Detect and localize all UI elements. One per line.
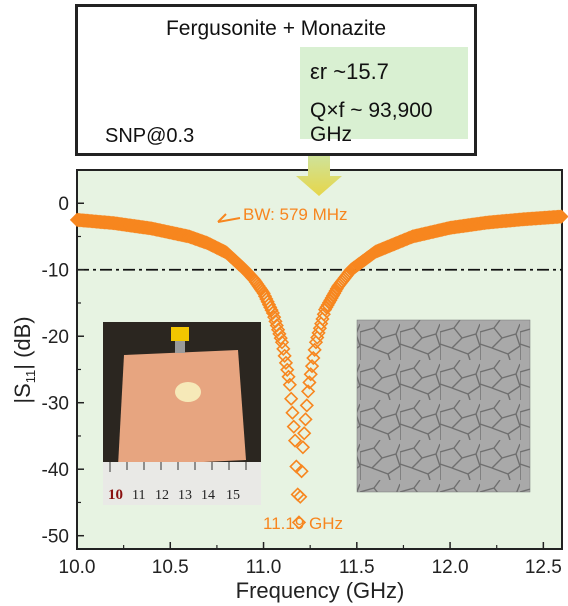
data-point: [304, 359, 320, 374]
data-point: [293, 489, 308, 504]
y-axis-title: |S11| (dB): [10, 316, 38, 403]
data-point: [278, 355, 294, 370]
data-point: [303, 367, 318, 382]
data-point: [264, 303, 279, 318]
data-point: [263, 300, 278, 315]
data-point: [285, 405, 300, 420]
svg-text:15: 15: [226, 488, 240, 503]
x-tick-label: 12.5: [525, 557, 562, 578]
svg-text:10: 10: [108, 487, 123, 503]
x-axis: 10.0 10.5 11.0 11.5 12.0 12.5: [59, 542, 562, 578]
data-point: [302, 375, 317, 390]
x-tick-label: 10.5: [152, 557, 189, 578]
data-point: [295, 440, 311, 455]
data-point: [294, 464, 309, 479]
resonance-annotation: 11.19 GHz: [263, 514, 343, 533]
data-point: [550, 209, 565, 224]
properties-box: εr ~15.7 Q×f ~ 93,900 GHz: [300, 47, 468, 146]
permittivity-text: εr ~15.7: [310, 59, 389, 84]
svg-text:14: 14: [201, 488, 215, 503]
data-point: [280, 362, 295, 377]
y-tick-label: -50: [42, 527, 69, 548]
sem-microstructure-inset: [356, 319, 531, 493]
y-tick-label: 0: [58, 194, 69, 215]
s11-series: [69, 209, 568, 530]
data-point: [274, 335, 290, 350]
x-tick-label: 11.5: [339, 557, 375, 578]
x-axis-title: Frequency (GHz): [236, 578, 405, 603]
y-axis: 0 -10 -20 -30 -40 -50: [42, 194, 84, 548]
data-point: [273, 330, 288, 346]
y-tick-label: -10: [42, 261, 69, 282]
x-tick-label: 12.0: [432, 557, 469, 578]
data-point: [281, 369, 296, 384]
data-point: [287, 433, 303, 448]
data-point: [299, 398, 314, 413]
svg-text:11: 11: [132, 488, 145, 503]
data-point: [297, 426, 312, 441]
data-point: [551, 209, 566, 224]
svg-text:12: 12: [155, 488, 169, 503]
data-point: [277, 348, 292, 363]
bandwidth-annotation: BW: 579 MHz: [243, 205, 348, 224]
data-point: [307, 342, 322, 357]
y-tick-label: -20: [42, 327, 69, 348]
down-arrow-icon: [296, 144, 342, 196]
data-point: [276, 341, 291, 356]
sample-label: SNP@0.3: [105, 125, 195, 147]
data-point: [298, 412, 313, 427]
antenna-feed-icon: [171, 327, 189, 341]
data-point: [306, 350, 321, 366]
material-header-panel: Fergusonite + Monazite εr ~15.7 Q×f ~ 93…: [75, 4, 477, 156]
data-point: [549, 209, 564, 225]
data-point: [282, 377, 297, 392]
qf-text: Q×f ~ 93,900 GHz: [310, 99, 433, 146]
bandwidth-pointer-head: [217, 213, 227, 223]
data-point: [547, 209, 563, 225]
svg-text:13: 13: [178, 488, 192, 503]
data-point: [286, 419, 301, 434]
x-tick-label: 11.0: [246, 557, 282, 578]
data-point: [554, 209, 568, 224]
bandwidth-pointer: [217, 217, 241, 223]
material-title: Fergusonite + Monazite: [165, 17, 387, 40]
data-point: [284, 391, 299, 406]
x-tick-label: 10.0: [59, 557, 96, 578]
data-point: [300, 384, 316, 399]
data-point: [553, 209, 568, 224]
antenna-photo-inset: 10 11 12 13 14 15: [103, 322, 261, 505]
y-tick-label: -30: [42, 394, 69, 415]
y-tick-label: -40: [42, 460, 69, 481]
data-point: [291, 515, 307, 530]
